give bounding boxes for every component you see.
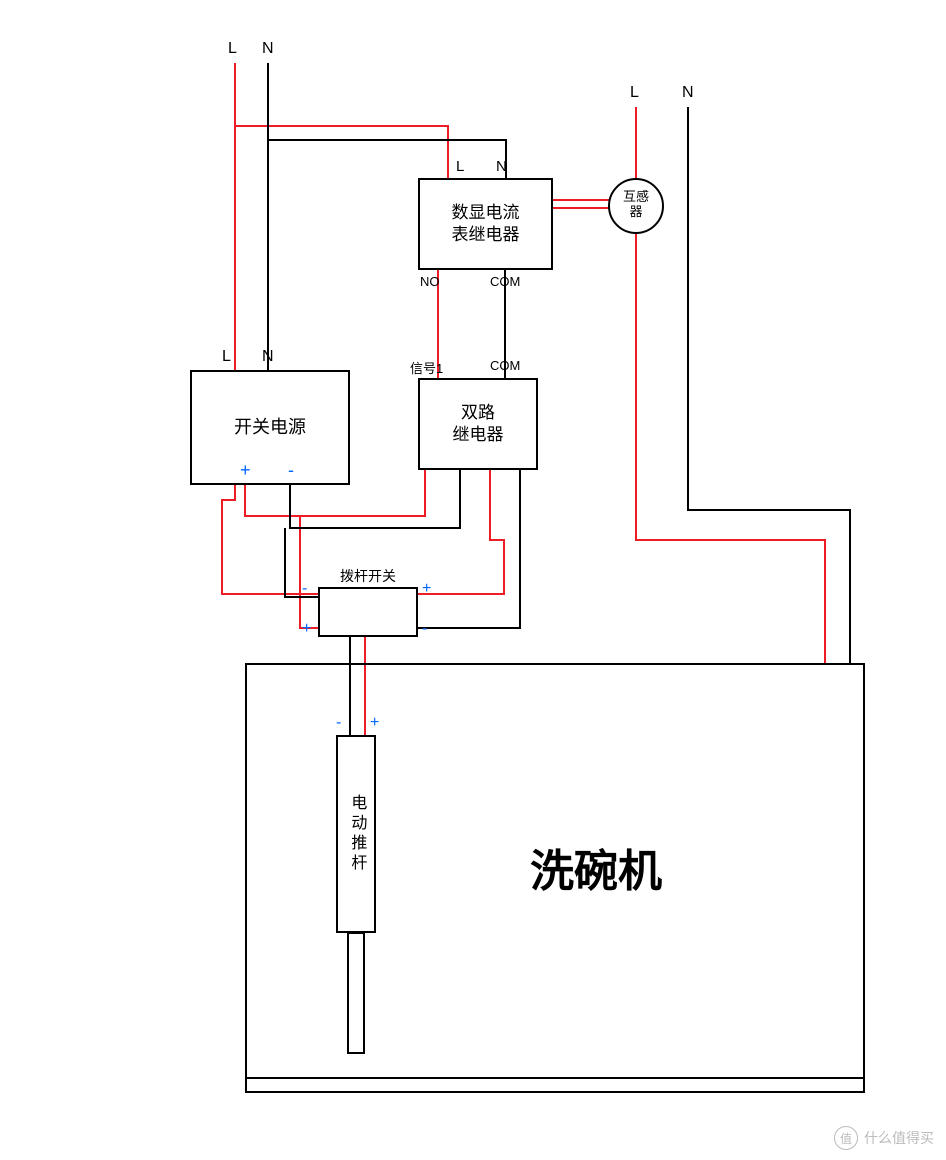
ps-L: L bbox=[222, 348, 231, 366]
dual-relay-com: COM bbox=[490, 358, 520, 373]
current-meter-relay-box: 数显电流 表继电器 bbox=[418, 178, 553, 270]
power-supply-box: 开关电源 bbox=[190, 370, 350, 485]
ts-bl-plus: + bbox=[302, 620, 311, 638]
primary-N-label: N bbox=[262, 40, 274, 58]
ts-tr-plus: + bbox=[422, 580, 431, 598]
cmr-L: L bbox=[456, 158, 464, 175]
watermark-text: 什么值得买 bbox=[864, 1128, 934, 1148]
watermark-badge-icon: 值 bbox=[834, 1126, 858, 1150]
dual-relay-l2: 继电器 bbox=[453, 424, 504, 446]
linear-actuator-box: 电动推杆 bbox=[336, 735, 376, 933]
ps-plus: + bbox=[240, 460, 251, 481]
cmr-COM: COM bbox=[490, 274, 520, 289]
ps-N: N bbox=[262, 348, 274, 366]
current-transformer-label: 互感 器 bbox=[620, 190, 652, 220]
watermark: 值 什么值得买 bbox=[834, 1126, 934, 1150]
secondary-N-label: N bbox=[682, 84, 694, 102]
actuator-minus: - bbox=[336, 714, 341, 732]
dishwasher-label: 洗碗机 bbox=[530, 835, 662, 899]
secondary-L-label: L bbox=[630, 84, 639, 102]
actuator-plus: + bbox=[370, 714, 379, 732]
ts-br-minus: - bbox=[422, 620, 427, 638]
current-meter-relay-l1: 数显电流 bbox=[452, 202, 520, 224]
dual-relay-sig1: 信号1 bbox=[410, 358, 443, 377]
linear-actuator-label: 电动推杆 bbox=[346, 794, 367, 874]
cmr-N: N bbox=[496, 158, 507, 175]
dual-relay-box: 双路 继电器 bbox=[418, 378, 538, 470]
primary-L-label: L bbox=[228, 40, 237, 58]
ps-minus: - bbox=[288, 460, 294, 481]
ts-tl-minus: - bbox=[302, 580, 307, 598]
cmr-NO: NO bbox=[420, 274, 440, 289]
power-supply-label: 开关电源 bbox=[234, 416, 306, 439]
toggle-switch-box bbox=[318, 587, 418, 637]
dual-relay-l1: 双路 bbox=[461, 402, 495, 424]
current-meter-relay-l2: 表继电器 bbox=[452, 224, 520, 246]
toggle-switch-title: 拨杆开关 bbox=[340, 566, 396, 586]
